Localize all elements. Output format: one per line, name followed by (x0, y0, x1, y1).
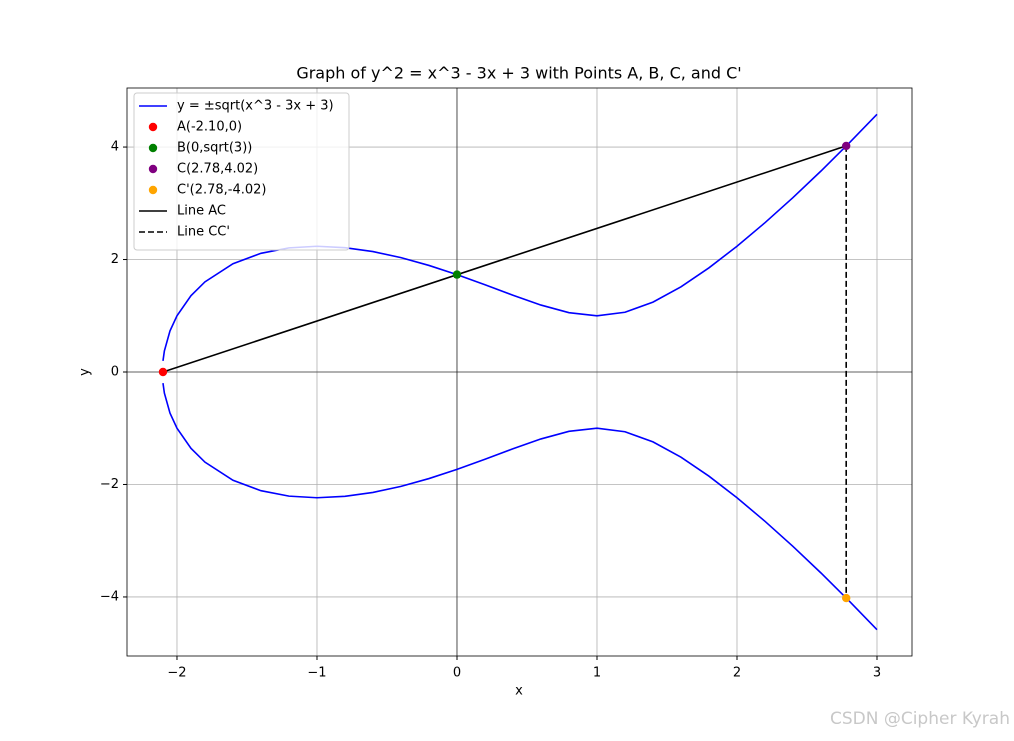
y-tick-label: 0 (111, 365, 119, 380)
legend-swatch (148, 143, 158, 153)
plot-frame (126, 87, 913, 657)
legend-label: C'(2.78,-4.02) (177, 183, 267, 198)
legend-label: B(0,sqrt(3)) (177, 141, 252, 156)
curve (162, 382, 878, 631)
curve (162, 113, 878, 362)
legend-label: y = ±sqrt(x^3 - 3x + 3) (177, 99, 334, 114)
y-tick-label: −4 (100, 589, 119, 604)
chart-title: Graph of y^2 = x^3 - 3x + 3 with Points … (296, 64, 741, 83)
legend-swatch (148, 185, 158, 195)
y-axis-label: y (78, 368, 93, 376)
x-tick-label: −2 (167, 666, 186, 681)
legend-label: C(2.78,4.02) (177, 162, 258, 177)
y-tick-label: 4 (111, 140, 119, 155)
legend-label: Line CC' (177, 225, 230, 240)
y-tick-label: 2 (111, 252, 119, 267)
x-tick-label: 2 (733, 666, 741, 681)
x-tick-label: 1 (593, 666, 601, 681)
point (841, 141, 851, 151)
x-tick-label: −1 (307, 666, 326, 681)
point (158, 367, 168, 377)
x-tick-label: 3 (873, 666, 881, 681)
legend-swatch (148, 122, 158, 132)
legend-box (133, 92, 350, 251)
y-tick-label: −2 (100, 477, 119, 492)
x-tick-label: 0 (453, 666, 461, 681)
legend-label: Line AC (177, 204, 226, 219)
line-segment (162, 145, 847, 373)
point (452, 270, 462, 279)
x-axis-label: x (515, 684, 523, 699)
legend-swatch (148, 164, 158, 174)
legend-label: A(-2.10,0) (177, 120, 242, 135)
point (841, 593, 851, 603)
watermark: CSDN @Cipher Kyrah (830, 709, 1010, 729)
